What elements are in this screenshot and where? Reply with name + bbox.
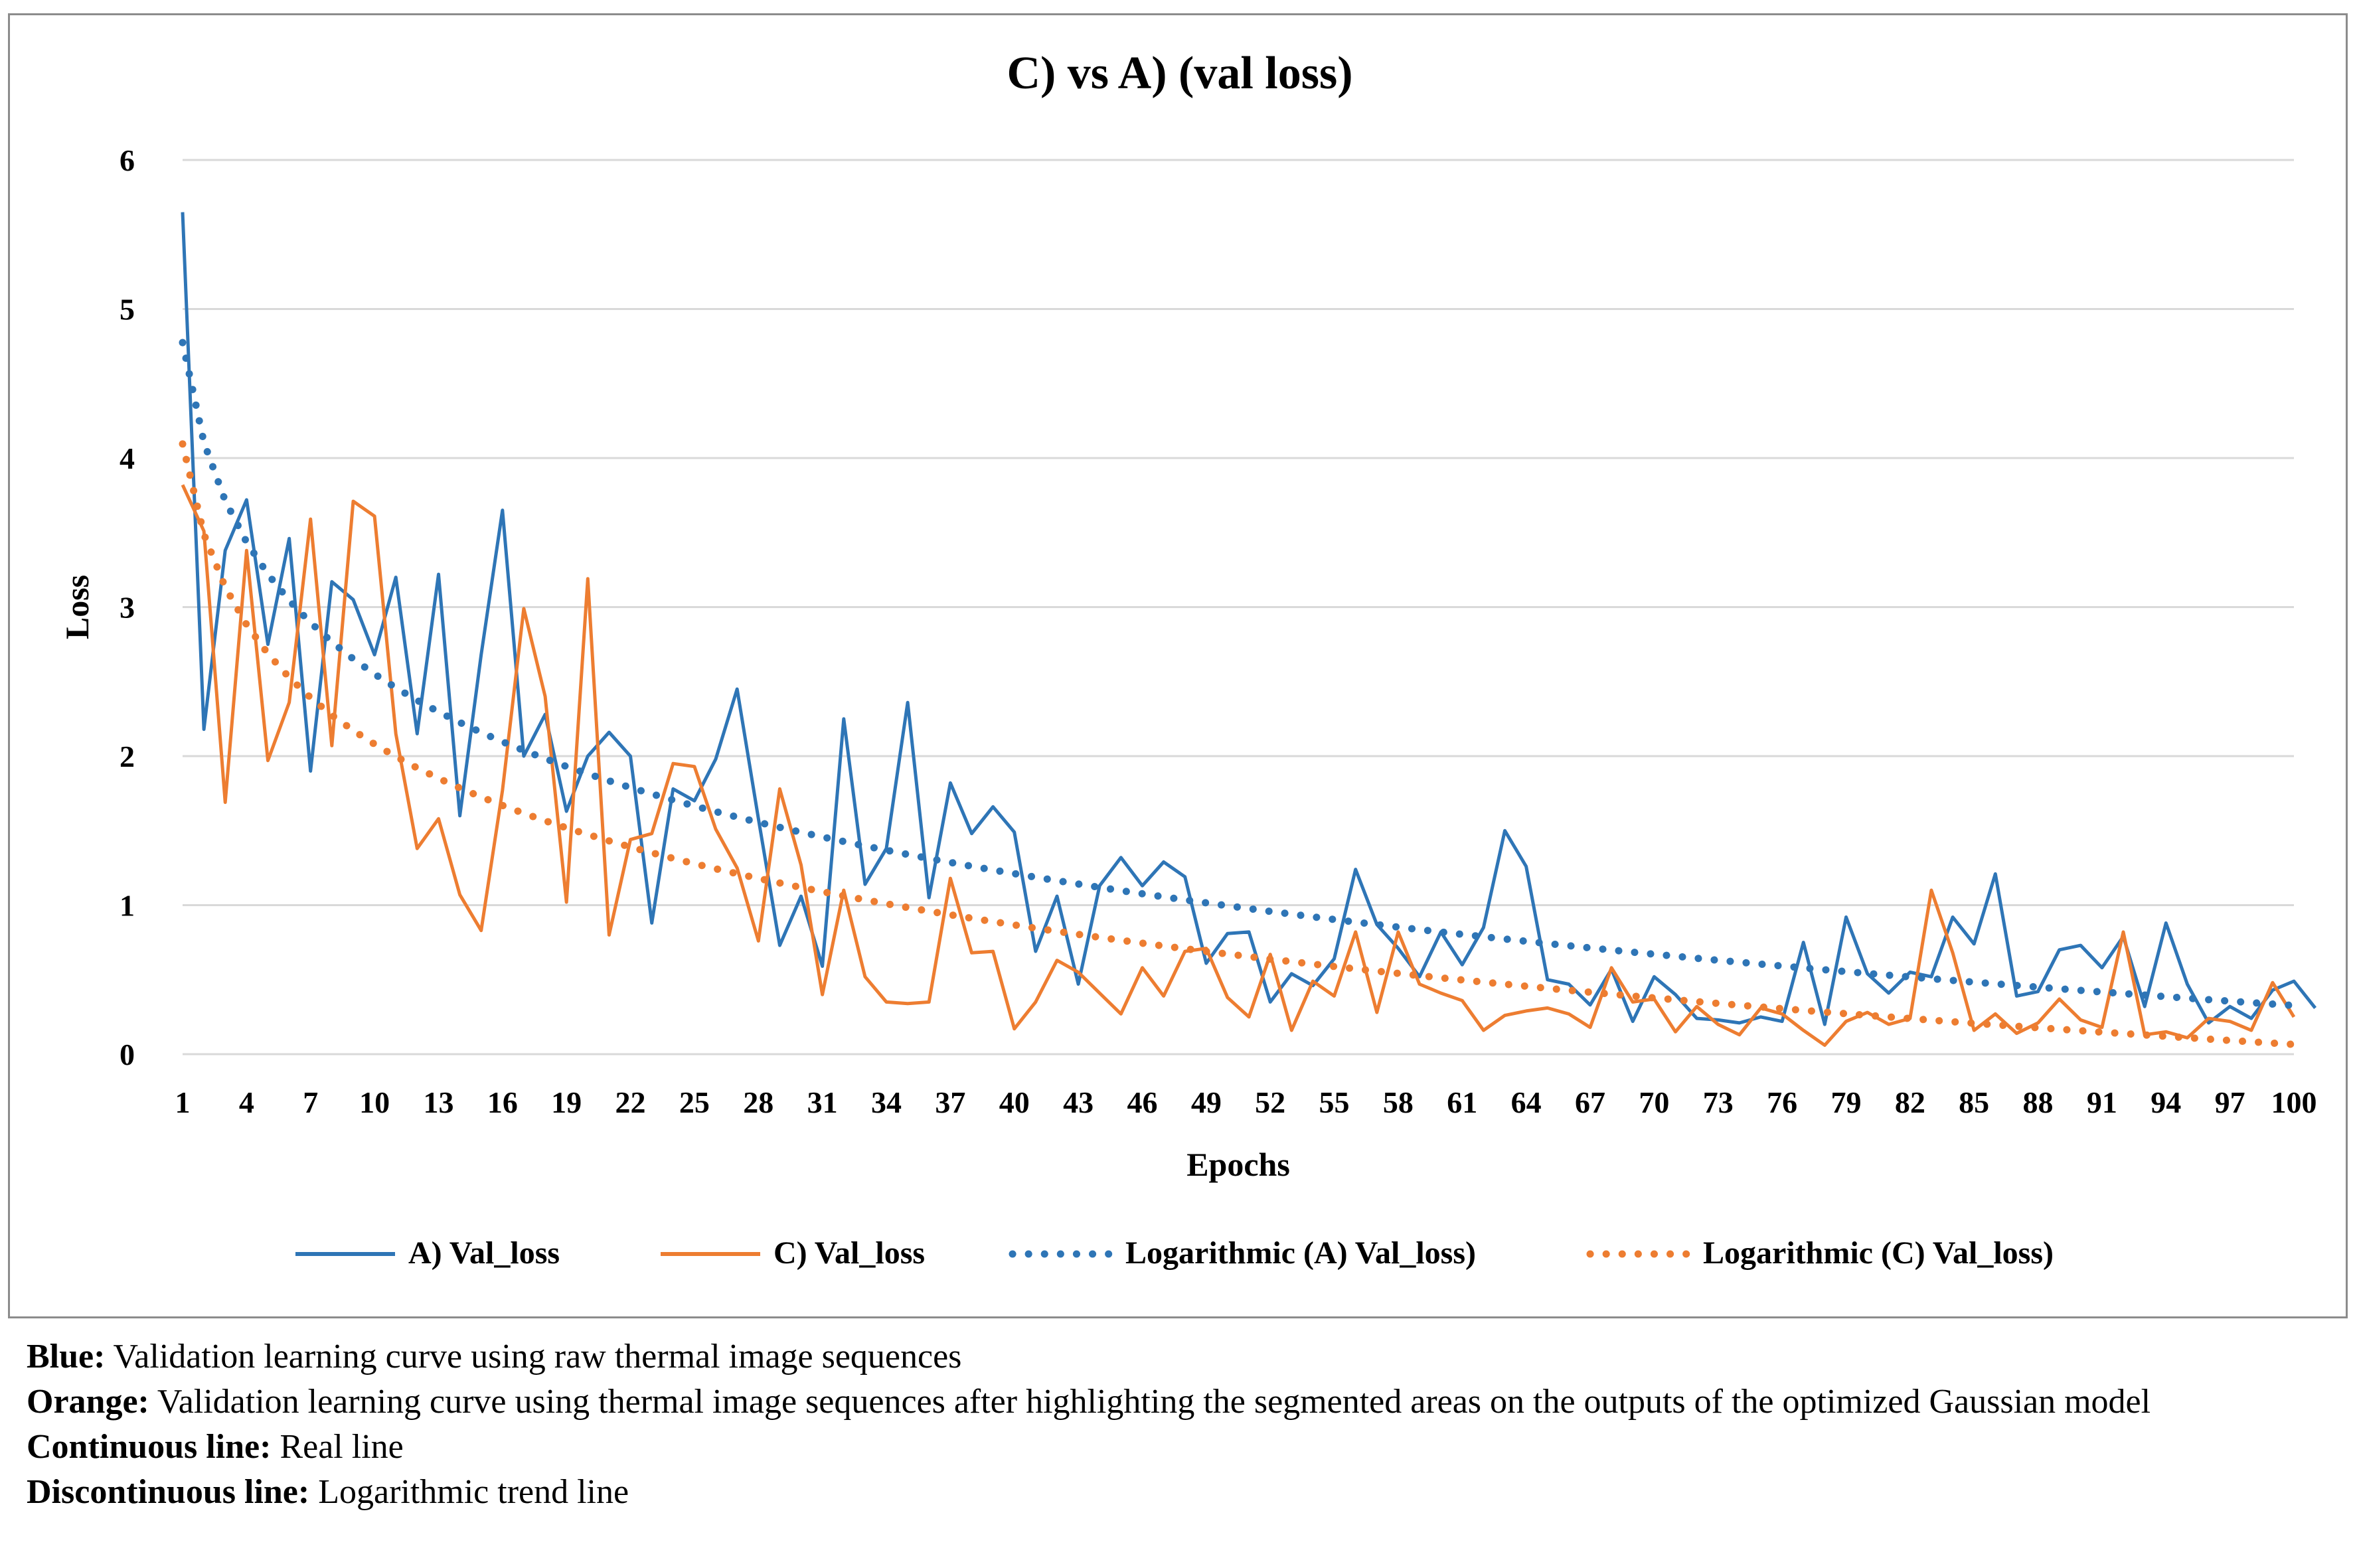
- caption-blue-label: Blue:: [27, 1338, 106, 1375]
- series-line-2: [179, 339, 2298, 1010]
- x-tick-label-94: 94: [2151, 1085, 2181, 1119]
- x-tick-label-79: 79: [1830, 1085, 1861, 1119]
- x-tick-label-46: 46: [1127, 1085, 1157, 1119]
- caption-continuous-label: Continuous line:: [27, 1428, 272, 1466]
- x-tick-label-49: 49: [1191, 1085, 1222, 1119]
- y-tick-label-2: 2: [120, 740, 135, 773]
- series-line-3: [179, 440, 2298, 1048]
- x-tick-label-10: 10: [359, 1085, 390, 1119]
- x-tick-label-73: 73: [1703, 1085, 1734, 1119]
- x-tick-label-7: 7: [303, 1085, 318, 1119]
- x-tick-label-67: 67: [1575, 1085, 1605, 1119]
- x-tick-label-40: 40: [999, 1085, 1030, 1119]
- x-tick-label-22: 22: [615, 1085, 646, 1119]
- x-axis-label: Epochs: [1186, 1146, 1290, 1183]
- y-tick-label-4: 4: [120, 441, 135, 475]
- y-tick-label-6: 6: [120, 143, 135, 177]
- x-tick-label-64: 64: [1511, 1085, 1542, 1119]
- x-tick-label-19: 19: [551, 1085, 582, 1119]
- caption-orange-label: Orange:: [27, 1383, 149, 1421]
- x-tick-label-88: 88: [2023, 1085, 2054, 1119]
- y-axis-label: Loss: [58, 575, 96, 639]
- x-tick-label-91: 91: [2087, 1085, 2117, 1119]
- legend-label-0: A) Val_loss: [408, 1235, 560, 1271]
- x-tick-label-55: 55: [1319, 1085, 1350, 1119]
- x-tick-label-31: 31: [807, 1085, 838, 1119]
- x-tick-label-100: 100: [2271, 1085, 2317, 1119]
- legend-label-2: Logarithmic (A) Val_loss): [1125, 1235, 1476, 1271]
- x-tick-label-82: 82: [1895, 1085, 1925, 1119]
- x-tick-label-97: 97: [2215, 1085, 2245, 1119]
- x-tick-label-1: 1: [175, 1085, 191, 1119]
- x-tick-label-4: 4: [239, 1085, 254, 1119]
- y-tick-label-5: 5: [120, 293, 135, 327]
- legend-label-3: Logarithmic (C) Val_loss): [1703, 1235, 2054, 1271]
- caption-blue-text: Validation learning curve using raw ther…: [105, 1338, 962, 1375]
- x-tick-label-25: 25: [679, 1085, 710, 1119]
- chart-frame: C) vs A) (val loss) 0 1 2 3 4 5 6 1 4 7 10 13 16 19 22 2…: [8, 13, 2348, 1318]
- y-tick-label-0: 0: [120, 1038, 135, 1071]
- caption-discontinuous-label: Discontinuous line:: [27, 1473, 310, 1511]
- caption-continuous: Continuous line: Real line: [27, 1425, 2337, 1470]
- caption-orange: Orange: Validation learning curve using …: [27, 1379, 2337, 1425]
- figure-caption: Blue: Validation learning curve using ra…: [27, 1334, 2337, 1515]
- x-tick-label-58: 58: [1383, 1085, 1414, 1119]
- x-tick-label-70: 70: [1639, 1085, 1669, 1119]
- x-tick-label-76: 76: [1767, 1085, 1797, 1119]
- x-tick-label-85: 85: [1959, 1085, 1989, 1119]
- y-tick-label-1: 1: [120, 889, 135, 923]
- y-tick-label-3: 3: [120, 591, 135, 625]
- series-line-1: [181, 484, 2296, 1047]
- caption-orange-text: Validation learning curve using thermal …: [149, 1383, 2151, 1421]
- x-tick-label-37: 37: [935, 1085, 965, 1119]
- x-tick-label-61: 61: [1447, 1085, 1477, 1119]
- x-tick-label-43: 43: [1063, 1085, 1094, 1119]
- caption-blue: Blue: Validation learning curve using ra…: [27, 1334, 2337, 1379]
- x-tick-label-13: 13: [423, 1085, 453, 1119]
- caption-discontinuous: Discontinuous line: Logarithmic trend li…: [27, 1470, 2337, 1515]
- caption-discontinuous-text: Logarithmic trend line: [309, 1473, 629, 1511]
- legend-label-1: C) Val_loss: [773, 1235, 925, 1271]
- caption-continuous-text: Real line: [271, 1428, 404, 1466]
- x-tick-label-34: 34: [871, 1085, 902, 1119]
- x-tick-label-16: 16: [487, 1085, 518, 1119]
- x-tick-label-52: 52: [1255, 1085, 1285, 1119]
- chart-title: C) vs A) (val loss): [1007, 48, 1352, 99]
- x-tick-label-28: 28: [743, 1085, 773, 1119]
- series-line-0: [181, 212, 2317, 1026]
